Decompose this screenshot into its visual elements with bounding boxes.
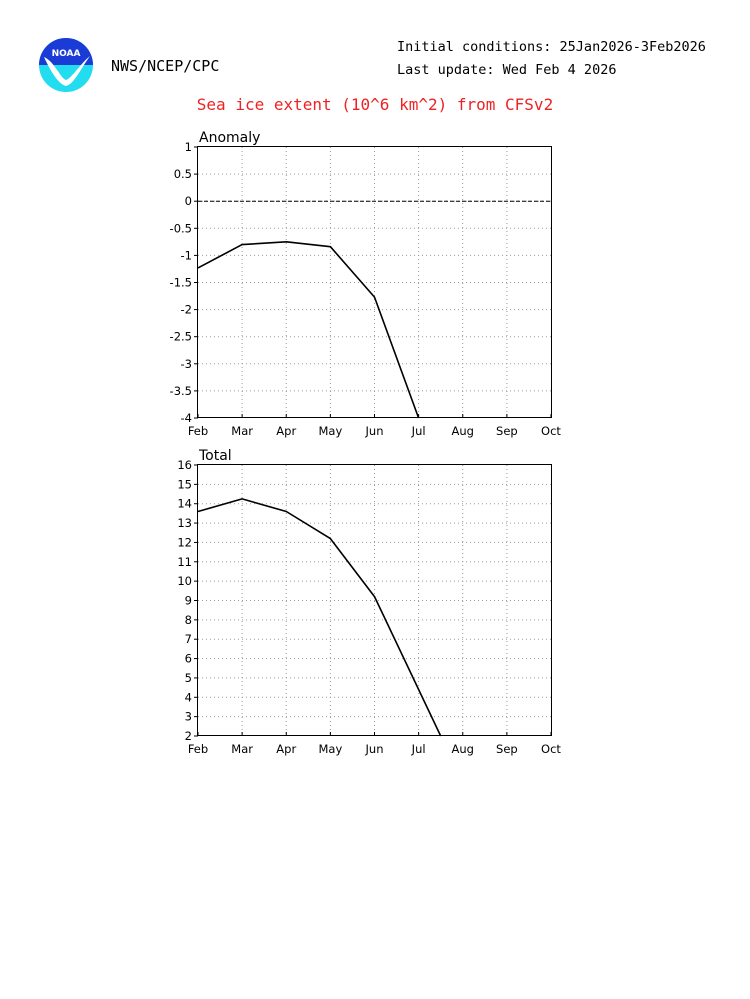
x-tick-label: May — [318, 742, 342, 756]
x-tick-label: Feb — [188, 424, 208, 438]
anomaly-x-ticks: Feb Mar Apr May Jun Jul Aug Sep Oct — [188, 414, 561, 438]
y-tick-label: 12 — [177, 535, 192, 549]
noaa-logo-icon: NOAA — [39, 38, 93, 92]
y-tick-label: -3 — [181, 357, 192, 371]
y-tick-label: 8 — [185, 613, 192, 627]
total-panel-label: Total — [198, 448, 232, 464]
y-tick-label: 6 — [185, 652, 192, 666]
x-tick-label: Mar — [231, 742, 253, 756]
anomaly-panel-label: Anomaly — [199, 130, 260, 146]
y-tick-label: 2 — [185, 729, 192, 743]
x-tick-label: Jun — [365, 742, 384, 756]
total-chart: Total 16 15 14 13 12 11 10 9 8 7 6 5 4 3 2 Feb Mar Apr Ma… — [177, 448, 561, 756]
y-tick-label: 15 — [177, 477, 192, 491]
y-tick-label: 10 — [177, 574, 192, 588]
total-y-ticks: 16 15 14 13 12 11 10 9 8 7 6 5 4 3 2 — [177, 458, 198, 743]
x-tick-label: May — [318, 424, 342, 438]
y-tick-label: -0.5 — [170, 221, 192, 235]
total-x-ticks: Feb Mar Apr May Jun Jul Aug Sep Oct — [188, 732, 561, 756]
x-tick-label: Jul — [411, 424, 426, 438]
logo-text: NOAA — [52, 49, 81, 59]
x-tick-label: Sep — [496, 742, 518, 756]
x-tick-label: Aug — [452, 742, 474, 756]
x-tick-label: Oct — [541, 424, 561, 438]
y-tick-label: 5 — [185, 671, 192, 685]
y-tick-label: -3.5 — [170, 384, 192, 398]
anomaly-grid — [198, 147, 551, 418]
x-tick-label: Jun — [365, 424, 384, 438]
logo-bird-icon — [44, 56, 90, 86]
y-tick-label: 0.5 — [174, 167, 192, 181]
y-tick-label: 1 — [185, 140, 192, 154]
anomaly-plot-frame — [197, 146, 552, 418]
y-tick-label: 11 — [177, 555, 192, 569]
y-tick-label: 16 — [177, 458, 192, 472]
x-tick-label: Apr — [276, 742, 296, 756]
org-label: NWS/NCEP/CPC — [111, 57, 219, 75]
y-tick-label: -2.5 — [170, 330, 192, 344]
x-tick-label: Mar — [231, 424, 253, 438]
x-tick-label: Jul — [411, 742, 426, 756]
y-tick-label: -1 — [181, 248, 192, 262]
y-tick-label: 4 — [185, 690, 192, 704]
chart-title: Sea ice extent (10^6 km^2) from CFSv2 — [197, 95, 553, 114]
y-tick-label: -4 — [181, 411, 192, 425]
x-tick-label: Aug — [452, 424, 474, 438]
x-tick-label: Feb — [188, 742, 208, 756]
y-tick-label: 9 — [185, 594, 192, 608]
y-tick-label: 7 — [185, 632, 192, 646]
anomaly-chart: Anomaly 1 0.5 0 -0.5 -1 -1.5 -2 -2.5 -3 -3.5 -4 Fe… — [170, 130, 562, 438]
total-series-line — [197, 498, 442, 737]
last-update: Last update: Wed Feb 4 2026 — [397, 62, 616, 78]
x-tick-label: Oct — [541, 742, 561, 756]
anomaly-y-ticks: 1 0.5 0 -0.5 -1 -1.5 -2 -2.5 -3 -3.5 -4 — [170, 140, 198, 425]
y-tick-label: -1.5 — [170, 276, 192, 290]
total-plot-frame — [197, 464, 552, 736]
y-tick-label: -2 — [181, 303, 192, 317]
x-tick-label: Apr — [276, 424, 296, 438]
y-tick-label: 14 — [177, 497, 192, 511]
initial-conditions: Initial conditions: 25Jan2026-3Feb2026 — [397, 39, 706, 55]
anomaly-series-line — [197, 241, 420, 419]
y-tick-label: 3 — [185, 710, 192, 724]
total-grid — [198, 465, 551, 736]
x-tick-label: Sep — [496, 424, 518, 438]
y-tick-label: 0 — [185, 194, 192, 208]
y-tick-label: 13 — [177, 516, 192, 530]
